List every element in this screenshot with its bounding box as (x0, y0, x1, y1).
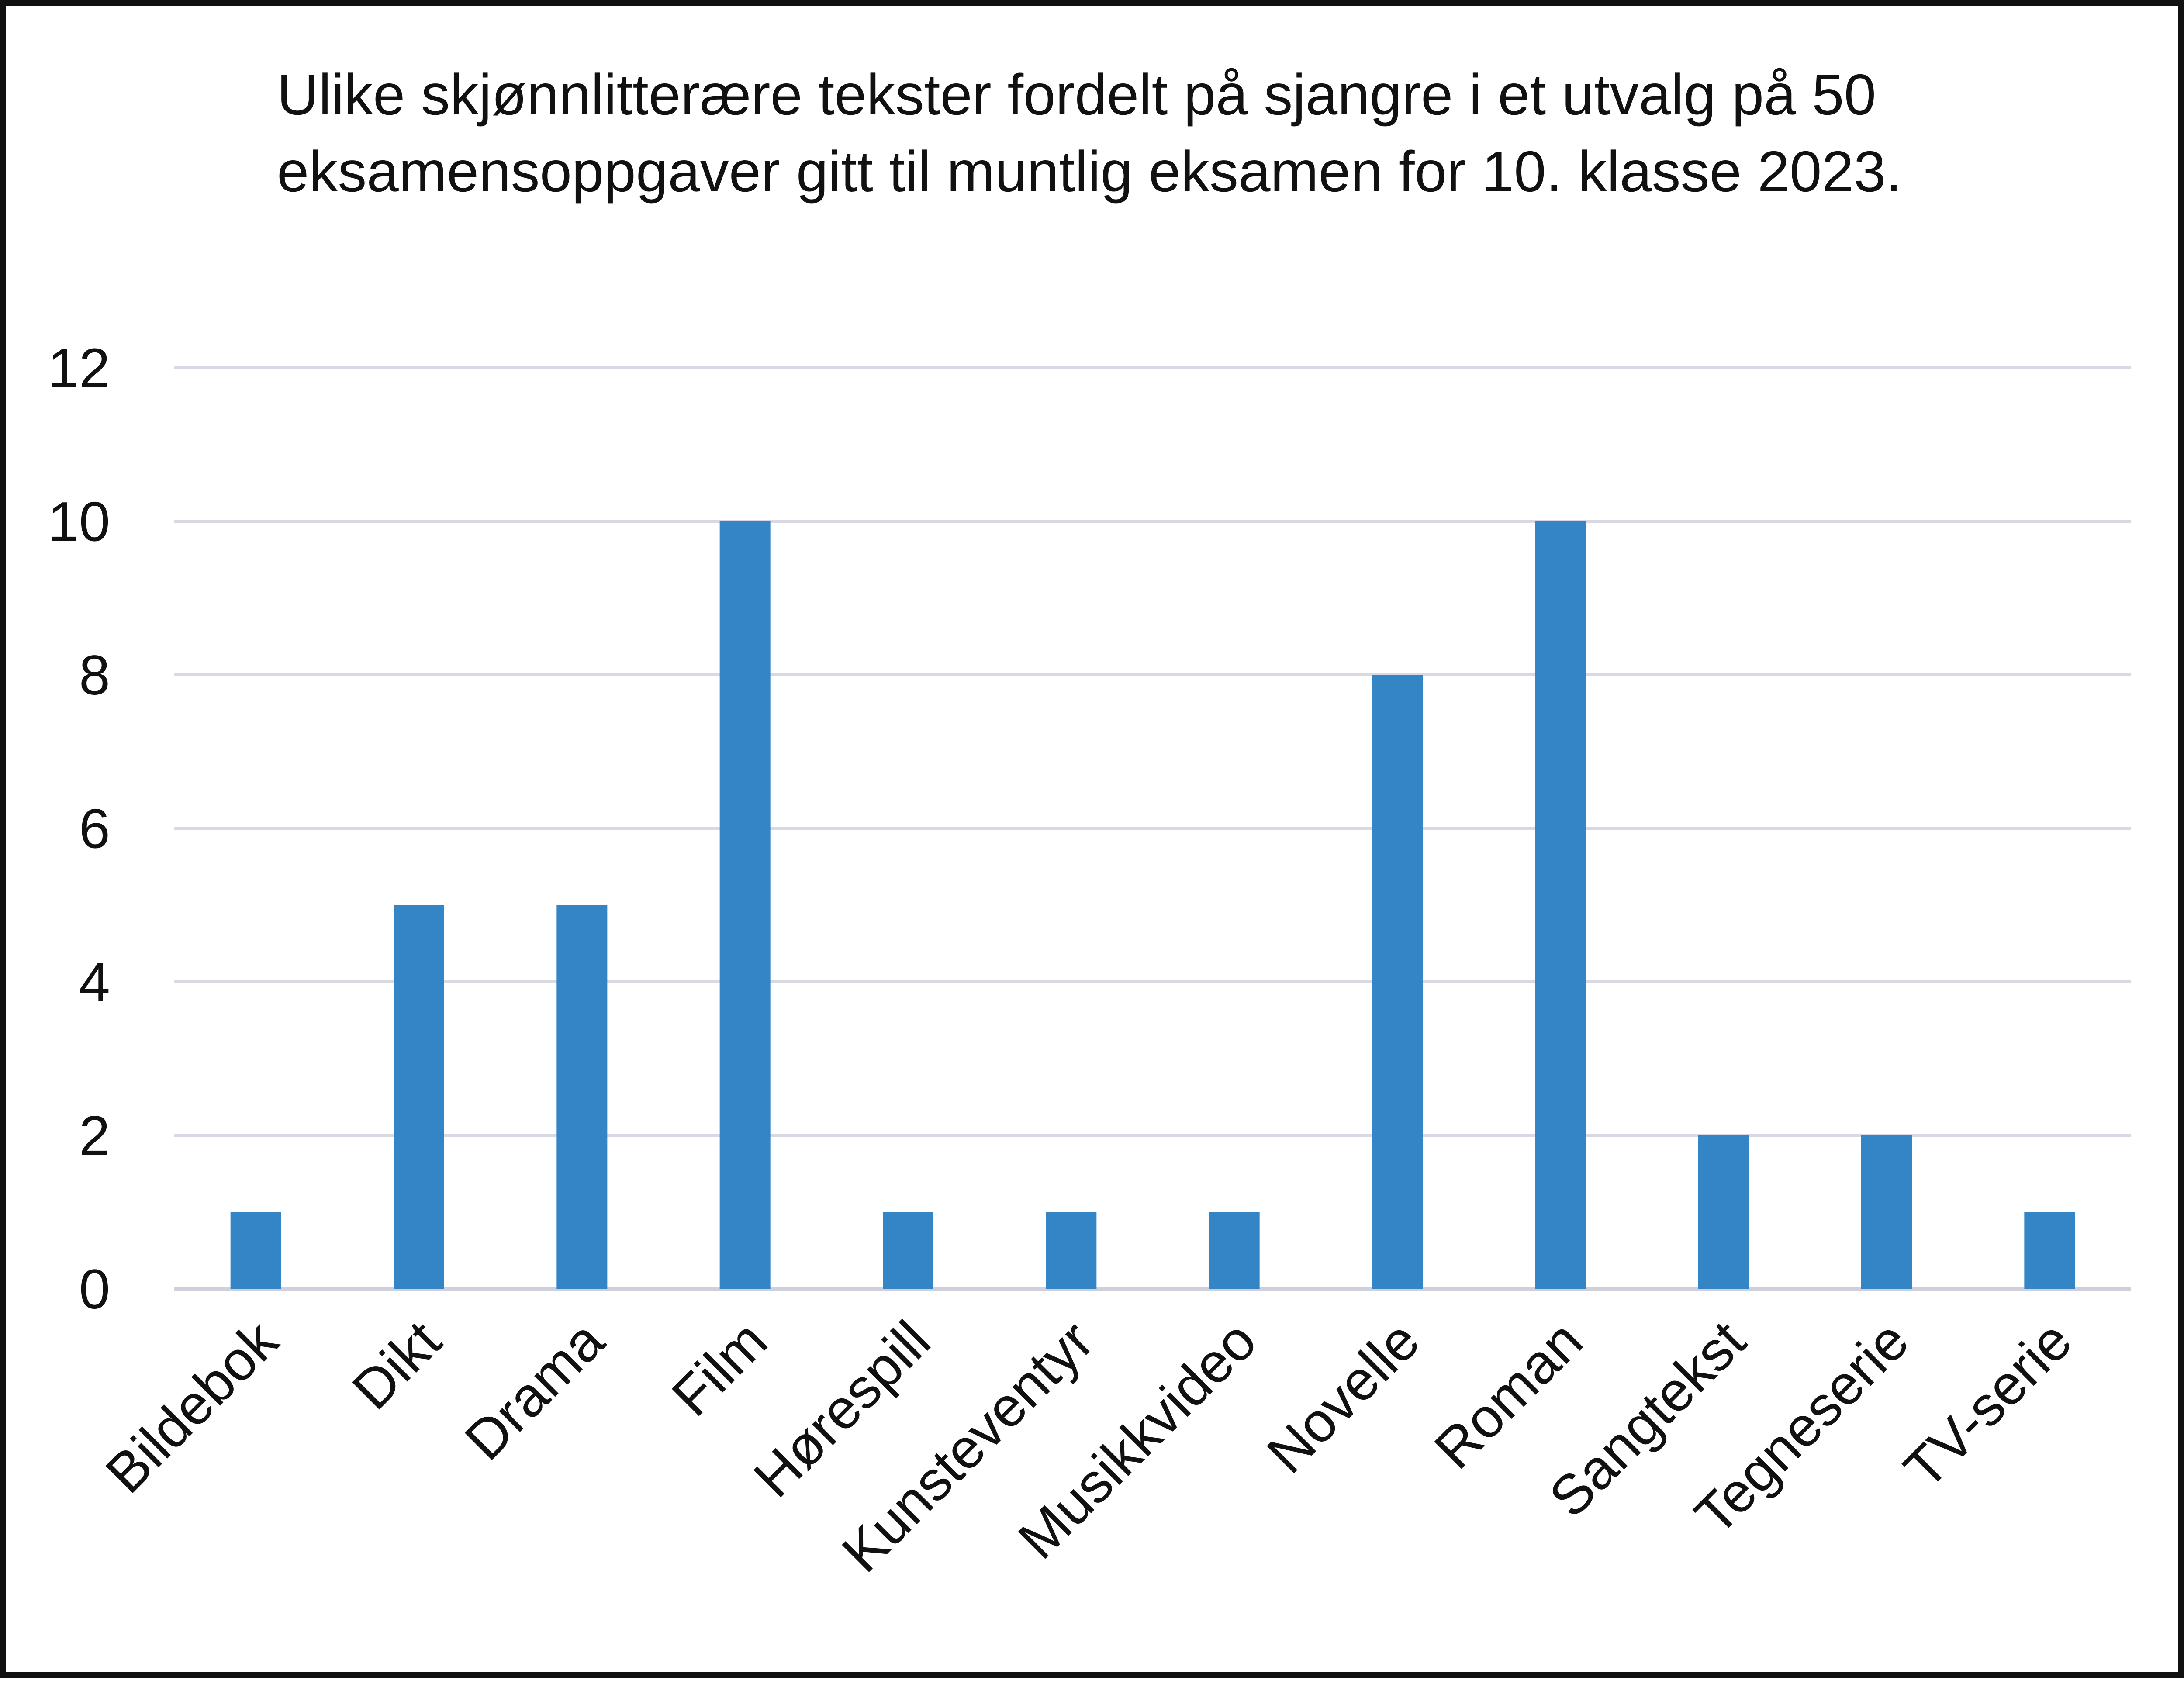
bar-film (719, 521, 771, 1289)
bar-dikt (394, 905, 444, 1289)
x-tick-label: Drama (453, 1309, 616, 1472)
bar-roman (1535, 521, 1586, 1289)
x-tick-label: Novelle (1255, 1309, 1431, 1485)
y-axis-tick-labels: 0 2 4 6 8 10 12 (48, 337, 110, 1321)
y-tick-label: 0 (79, 1258, 110, 1321)
bar-hørespill (883, 1212, 933, 1289)
chart-title: Ulike skjønnlitterære tekster fordelt på… (277, 62, 1902, 204)
x-tick-label: Dikt (341, 1309, 453, 1422)
bar-novelle (1372, 675, 1423, 1289)
y-tick-label: 8 (79, 644, 110, 707)
y-tick-label: 10 (48, 491, 110, 553)
bar-musikkvideo (1209, 1212, 1260, 1289)
x-tick-label: TV-serie (1892, 1309, 2084, 1501)
y-tick-label: 4 (79, 951, 110, 1014)
gridlines (174, 366, 2131, 1291)
bar-kunsteventyr (1046, 1212, 1097, 1289)
x-tick-label: Film (660, 1309, 779, 1428)
bar-bildebok (230, 1212, 281, 1289)
bar-drama (556, 905, 608, 1289)
y-tick-label: 6 (79, 798, 110, 860)
x-axis-tick-labels: Bildebok Dikt Drama FilmHørespillKunstevent… (94, 1309, 2084, 1584)
y-tick-label: 2 (79, 1105, 110, 1167)
y-tick-label: 12 (48, 337, 110, 400)
bar-tegneserie (1861, 1135, 1912, 1289)
bar-sangtekst (1698, 1135, 1749, 1289)
x-tick-label: Bildebok (94, 1309, 290, 1505)
bar-tv-serie (2024, 1212, 2075, 1289)
bars (230, 521, 2075, 1289)
